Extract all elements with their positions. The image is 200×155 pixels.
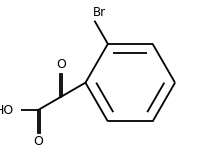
Text: Br: Br (93, 6, 106, 19)
Text: O: O (56, 58, 66, 71)
Text: HO: HO (0, 104, 14, 117)
Text: O: O (33, 135, 42, 148)
